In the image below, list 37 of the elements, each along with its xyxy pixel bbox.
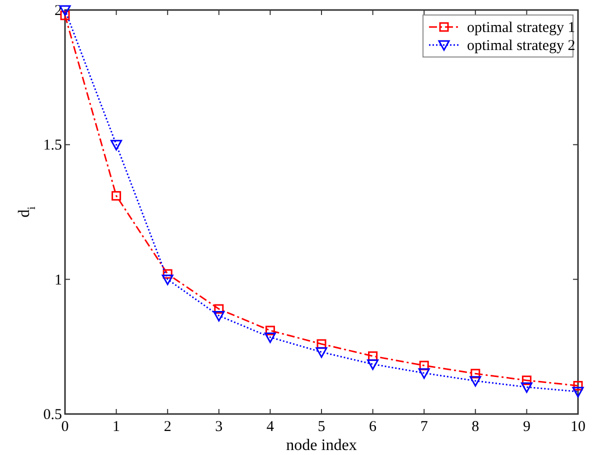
x-tick-label: 8	[472, 419, 480, 435]
point	[112, 191, 122, 201]
point	[418, 368, 430, 379]
point	[162, 269, 172, 279]
point	[110, 140, 122, 150]
x-tick-label: 10	[570, 419, 586, 435]
point	[470, 376, 482, 387]
y-tick-label: 1	[54, 272, 62, 288]
point	[213, 310, 225, 322]
x-tick-label: 2	[164, 419, 172, 435]
point	[265, 326, 275, 336]
x-tick-label: 9	[522, 419, 530, 435]
x-tick-label: 5	[318, 419, 326, 435]
x-tick-label: 3	[215, 419, 223, 435]
x-tick-label: 7	[420, 419, 428, 435]
y-tick-label: 0.5	[43, 407, 62, 423]
point	[572, 386, 584, 398]
x-tick-label: 0	[61, 419, 69, 435]
legend-label: optimal strategy 1	[467, 20, 576, 36]
point	[214, 304, 224, 314]
x-tick-label: 1	[112, 419, 120, 435]
x-axis-title: node index	[286, 437, 357, 454]
x-tick-label: 6	[369, 419, 378, 435]
legend-label: optimal strategy 2	[467, 38, 576, 54]
point	[367, 359, 379, 370]
point	[264, 332, 276, 343]
point	[573, 380, 583, 390]
x-tick-label: 4	[266, 419, 274, 435]
point	[520, 382, 532, 393]
point	[316, 347, 328, 358]
point	[470, 368, 480, 378]
point	[316, 339, 326, 349]
y-tick-label: 1.5	[43, 138, 62, 154]
point	[162, 274, 174, 286]
point	[60, 10, 70, 20]
point	[419, 360, 429, 370]
point	[522, 376, 532, 386]
